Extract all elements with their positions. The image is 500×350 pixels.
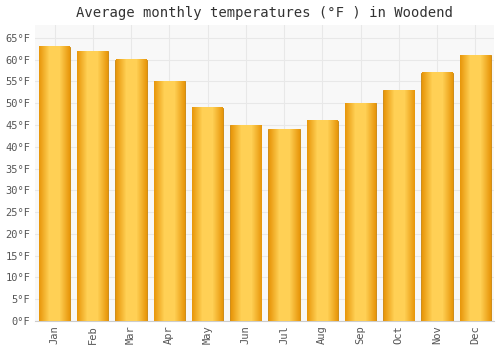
- Bar: [268, 130, 300, 321]
- Bar: [77, 51, 108, 321]
- Bar: [230, 125, 262, 321]
- Bar: [383, 90, 414, 321]
- Bar: [192, 107, 223, 321]
- Bar: [345, 103, 376, 321]
- Bar: [306, 121, 338, 321]
- Bar: [39, 47, 70, 321]
- Bar: [422, 73, 452, 321]
- Title: Average monthly temperatures (°F ) in Woodend: Average monthly temperatures (°F ) in Wo…: [76, 6, 454, 20]
- Bar: [460, 55, 491, 321]
- Bar: [154, 82, 185, 321]
- Bar: [116, 60, 146, 321]
